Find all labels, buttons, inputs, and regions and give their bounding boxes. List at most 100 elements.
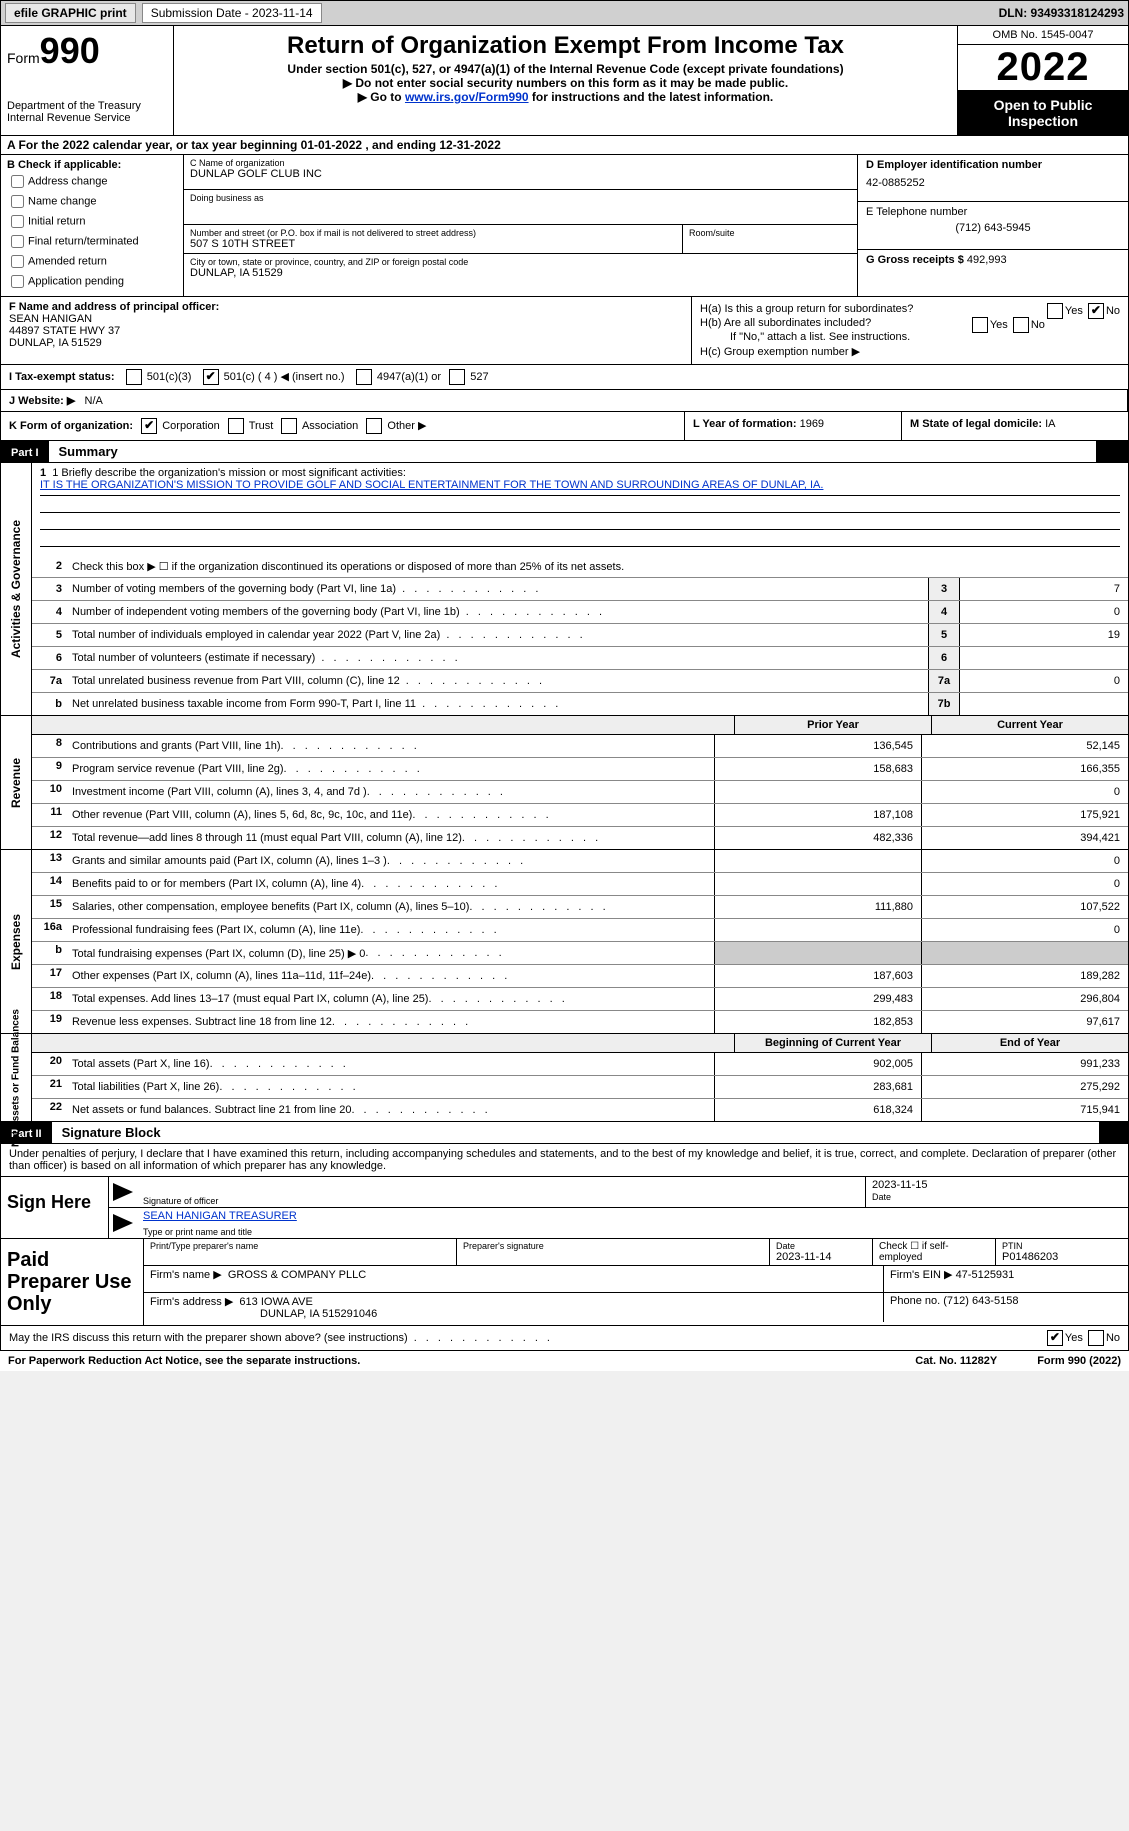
dept-treasury: Department of the Treasury: [7, 100, 167, 112]
omb-number: OMB No. 1545-0047: [958, 26, 1128, 45]
box-b-label: B Check if applicable:: [7, 159, 177, 171]
mission-line-2: [40, 496, 1120, 513]
box-b: B Check if applicable: Address change Na…: [1, 155, 184, 296]
firm-address: Firm's address ▶ 613 IOWA AVE DUNLAP, IA…: [144, 1293, 884, 1322]
chk-527[interactable]: [449, 369, 465, 385]
box-h: H(a) Is this a group return for subordin…: [692, 297, 1128, 364]
row-fh: F Name and address of principal officer:…: [0, 297, 1129, 365]
firm-ein: Firm's EIN ▶ 47-5125931: [884, 1266, 1128, 1292]
h-b-note: If "No," attach a list. See instructions…: [700, 331, 1120, 343]
sign-here-block: Sign Here Signature of officer 2023-11-1…: [0, 1177, 1129, 1239]
street-label: Number and street (or P.O. box if mail i…: [190, 228, 676, 238]
chk-501c3[interactable]: [126, 369, 142, 385]
chk-app-pending[interactable]: Application pending: [7, 272, 177, 291]
mission-block: 1 1 Briefly describe the organization's …: [32, 463, 1128, 555]
irs-link[interactable]: www.irs.gov/Form990: [405, 90, 529, 104]
phone-label: E Telephone number: [866, 206, 1120, 218]
discuss-no[interactable]: [1088, 1330, 1104, 1346]
cat-no: Cat. No. 11282Y: [915, 1355, 997, 1367]
phone-value: (712) 643-5945: [866, 222, 1120, 234]
line-20: 20Total assets (Part X, line 16)902,0059…: [32, 1053, 1128, 1076]
officer-signature[interactable]: Signature of officer: [137, 1177, 865, 1207]
h-c: H(c) Group exemption number ▶: [700, 345, 1120, 358]
discuss-yes[interactable]: [1047, 1330, 1063, 1346]
officer-printed-name: SEAN HANIGAN TREASURER: [143, 1210, 1122, 1222]
ha-no[interactable]: [1088, 303, 1104, 319]
mission-line-3: [40, 513, 1120, 530]
form-title: Return of Organization Exempt From Incom…: [182, 32, 949, 60]
tax-year: 2022: [958, 45, 1128, 91]
chk-assoc[interactable]: [281, 418, 297, 434]
chk-name-change[interactable]: Name change: [7, 192, 177, 211]
revenue-section: Revenue Prior Year Current Year 8Contrib…: [0, 716, 1129, 850]
gov-line-5: 5Total number of individuals employed in…: [32, 624, 1128, 647]
prep-name: Print/Type preparer's name: [144, 1239, 457, 1265]
gov-line-4: 4Number of independent voting members of…: [32, 601, 1128, 624]
chk-final-return[interactable]: Final return/terminated: [7, 232, 177, 251]
chk-4947[interactable]: [356, 369, 372, 385]
line-12: 12Total revenue—add lines 8 through 11 (…: [32, 827, 1128, 849]
header-mid: Return of Organization Exempt From Incom…: [174, 26, 957, 135]
efile-print-button[interactable]: efile GRAPHIC print: [5, 3, 136, 23]
submission-date: Submission Date - 2023-11-14: [142, 3, 322, 23]
box-de: D Employer identification number 42-0885…: [857, 155, 1128, 296]
line-13: 13Grants and similar amounts paid (Part …: [32, 850, 1128, 873]
prep-ptin: PTINP01486203: [996, 1239, 1128, 1265]
exp-vert-label: Expenses: [1, 850, 32, 1033]
gov-line-2: 2Check this box ▶ ☐ if the organization …: [32, 555, 1128, 578]
ein-cell: D Employer identification number 42-0885…: [858, 155, 1128, 202]
line-9: 9Program service revenue (Part VIII, lin…: [32, 758, 1128, 781]
hb-no[interactable]: [1013, 317, 1029, 333]
line-8: 8Contributions and grants (Part VIII, li…: [32, 735, 1128, 758]
may-discuss-text: May the IRS discuss this return with the…: [9, 1332, 553, 1344]
form-header: Form990 Department of the Treasury Inter…: [0, 26, 1129, 136]
chk-trust[interactable]: [228, 418, 244, 434]
line-14: 14Benefits paid to or for members (Part …: [32, 873, 1128, 896]
header-left: Form990 Department of the Treasury Inter…: [1, 26, 174, 135]
chk-501c[interactable]: [203, 369, 219, 385]
ein-value: 42-0885252: [866, 177, 1120, 189]
officer-addr1: 44897 STATE HWY 37: [9, 325, 683, 337]
expenses-section: Expenses 13Grants and similar amounts pa…: [0, 850, 1129, 1034]
ha-yes[interactable]: [1047, 303, 1063, 319]
box-c: C Name of organization DUNLAP GOLF CLUB …: [184, 155, 857, 296]
prep-date: Date2023-11-14: [770, 1239, 873, 1265]
room-cell: Room/suite: [683, 225, 857, 253]
line-19: 19Revenue less expenses. Subtract line 1…: [32, 1011, 1128, 1033]
may-discuss-row: May the IRS discuss this return with the…: [0, 1326, 1129, 1351]
rev-col-header: Prior Year Current Year: [32, 716, 1128, 735]
chk-address-change[interactable]: Address change: [7, 172, 177, 191]
prep-self-employed[interactable]: Check ☐ if self-employed: [873, 1239, 996, 1265]
mission-line-1: IT IS THE ORGANIZATION'S MISSION TO PROV…: [40, 479, 1120, 496]
city-value: DUNLAP, IA 51529: [190, 267, 851, 279]
dba-label: Doing business as: [190, 193, 851, 203]
ein-label: D Employer identification number: [866, 159, 1120, 171]
na-vert-label: Net Assets or Fund Balances: [1, 1034, 32, 1121]
row-i: I Tax-exempt status: 501(c)(3) 501(c) ( …: [0, 365, 1129, 390]
chk-amended[interactable]: Amended return: [7, 252, 177, 271]
chk-initial-return[interactable]: Initial return: [7, 212, 177, 231]
chk-other[interactable]: [366, 418, 382, 434]
na-col-header: Beginning of Current Year End of Year: [32, 1034, 1128, 1053]
officer-addr2: DUNLAP, IA 51529: [9, 337, 683, 349]
chk-corp[interactable]: [141, 418, 157, 434]
top-toolbar: efile GRAPHIC print Submission Date - 20…: [0, 0, 1129, 26]
line-18: 18Total expenses. Add lines 13–17 (must …: [32, 988, 1128, 1011]
sign-here-label: Sign Here: [1, 1177, 109, 1238]
sign-date: 2023-11-15 Date: [865, 1177, 1128, 1207]
hb-yes[interactable]: [972, 317, 988, 333]
gov-line-6: 6Total number of volunteers (estimate if…: [32, 647, 1128, 670]
pra-notice: For Paperwork Reduction Act Notice, see …: [8, 1355, 360, 1367]
dba-cell: Doing business as: [184, 190, 857, 225]
page-footer: For Paperwork Reduction Act Notice, see …: [0, 1351, 1129, 1371]
part-1-title: Summary: [49, 441, 1096, 462]
form-note-ssn: ▶ Do not enter social security numbers o…: [182, 76, 949, 90]
prior-year-hdr: Prior Year: [734, 716, 931, 734]
firm-phone: Phone no. (712) 643-5158: [884, 1293, 1128, 1322]
part-2-header: Part IISignature Block: [0, 1122, 1129, 1144]
line-15: 15Salaries, other compensation, employee…: [32, 896, 1128, 919]
phone-cell: E Telephone number (712) 643-5945: [858, 202, 1128, 249]
form-note-link: ▶ Go to www.irs.gov/Form990 for instruct…: [182, 90, 949, 104]
street-cell: Number and street (or P.O. box if mail i…: [184, 225, 683, 253]
prep-signature[interactable]: Preparer's signature: [457, 1239, 770, 1265]
